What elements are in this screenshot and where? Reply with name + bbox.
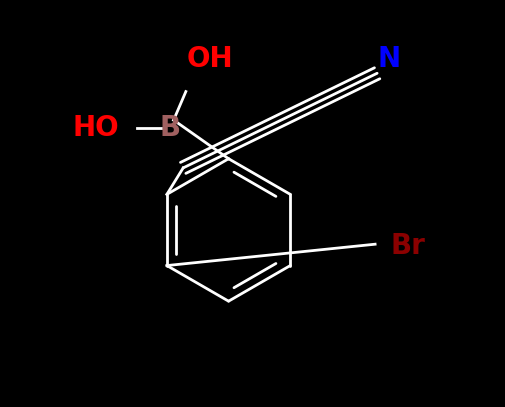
Text: HO: HO: [73, 114, 119, 142]
Text: Br: Br: [389, 232, 424, 260]
Text: OH: OH: [186, 45, 233, 73]
Text: N: N: [377, 45, 400, 73]
Text: B: B: [159, 114, 180, 142]
